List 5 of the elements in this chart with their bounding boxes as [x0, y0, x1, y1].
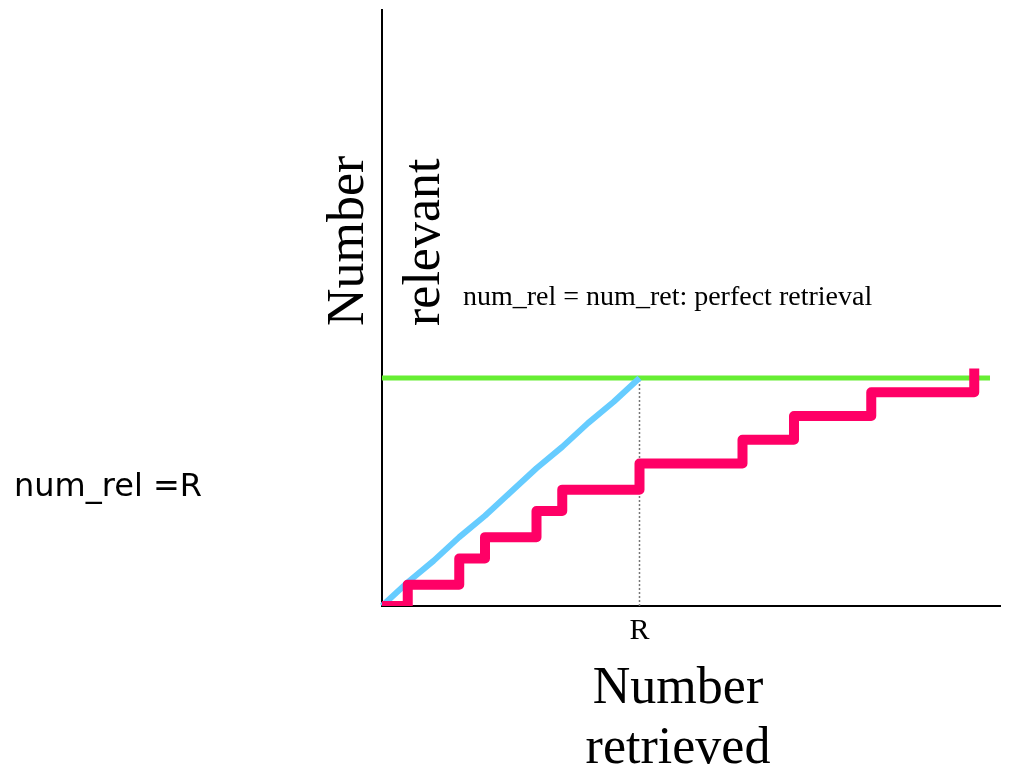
- text: num_rel = num_ret: perfect retrieval: [463, 280, 873, 312]
- x-axis-title: Number retrieved: [584, 656, 772, 776]
- y-axis-title: Number relevant: [316, 154, 451, 326]
- text: num_rel =R: [14, 466, 202, 504]
- text: R: [629, 611, 650, 645]
